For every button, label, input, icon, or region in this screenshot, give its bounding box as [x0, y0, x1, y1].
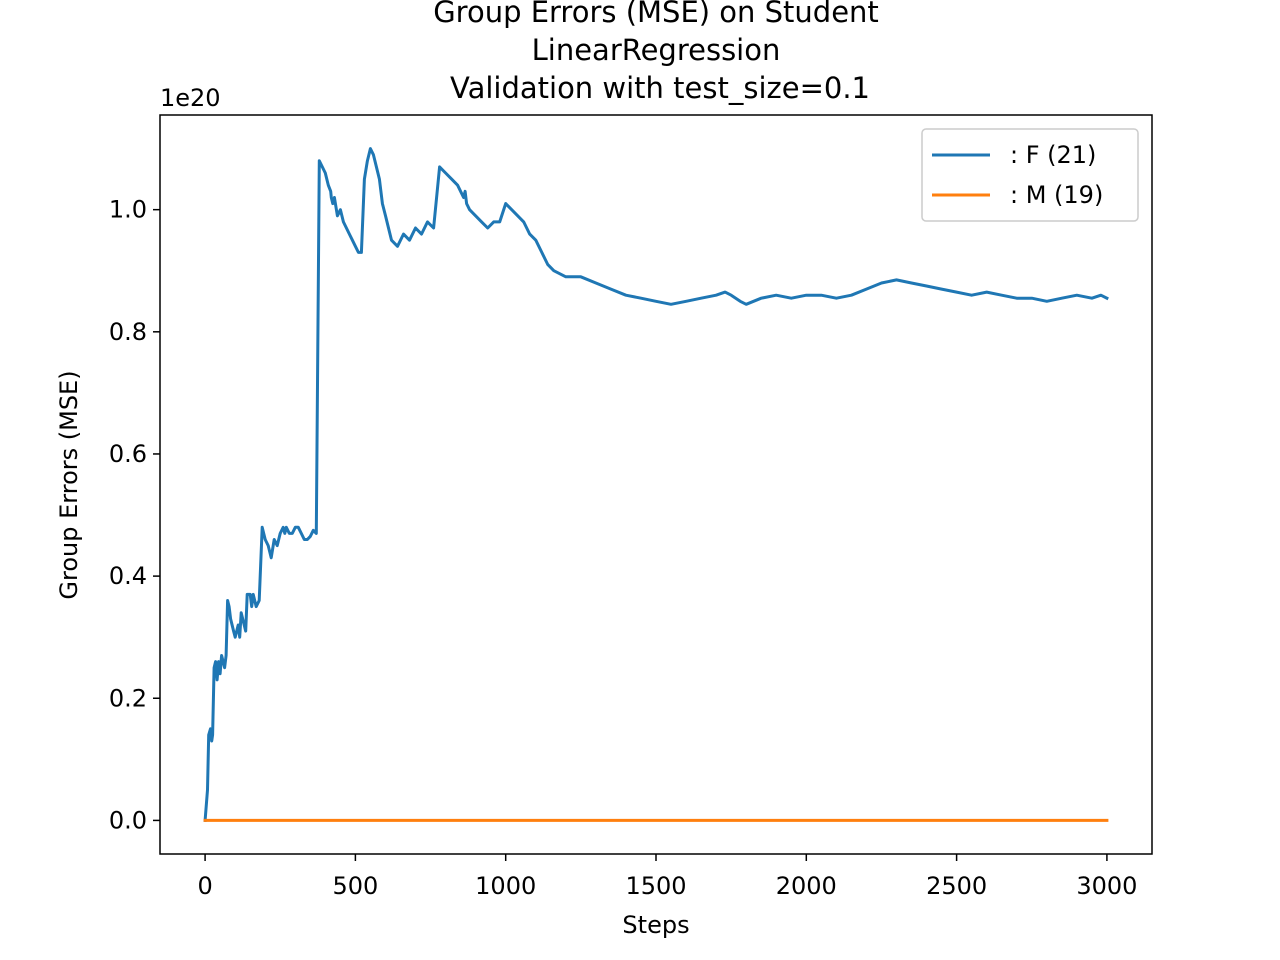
series-layer — [203, 147, 1109, 823]
chart-title: Group Errors (MSE) on Student LinearRegr… — [433, 0, 879, 105]
x-tick-label: 2500 — [926, 872, 987, 900]
chart-title-line-1: Group Errors (MSE) on Student — [433, 0, 879, 29]
y-tick-label: 0.8 — [109, 318, 147, 346]
y-offset-label: 1e20 — [160, 84, 221, 112]
y-tick-label: 0.0 — [109, 806, 147, 834]
x-tick-label: 1500 — [625, 872, 686, 900]
legend: : F (21) : M (19) — [921, 128, 1139, 222]
series-line-0 — [203, 147, 1109, 823]
x-axis-label: Steps — [622, 911, 689, 939]
x-tick-label: 0 — [197, 872, 212, 900]
y-tick-label: 1.0 — [109, 196, 147, 224]
x-tick-label: 2000 — [776, 872, 837, 900]
y-tick-label: 0.4 — [109, 562, 147, 590]
x-tick-label: 500 — [332, 872, 378, 900]
y-tick-label: 0.6 — [109, 440, 147, 468]
x-tick-label: 1000 — [475, 872, 536, 900]
y-tick-label: 0.2 — [109, 684, 147, 712]
legend-label-1: : M (19) — [1010, 181, 1103, 209]
chart-title-line-2: LinearRegression — [532, 33, 781, 67]
legend-box — [921, 128, 1139, 222]
y-axis-label: Group Errors (MSE) — [55, 370, 83, 599]
x-tick-label: 3000 — [1076, 872, 1137, 900]
x-axis: 0 500 1000 1500 2000 2500 3000 — [197, 854, 1137, 900]
y-axis: 0.0 0.2 0.4 0.6 0.8 1.0 — [109, 196, 160, 834]
legend-label-0: : F (21) — [1010, 141, 1096, 169]
chart-title-line-3: Validation with test_size=0.1 — [450, 71, 870, 105]
